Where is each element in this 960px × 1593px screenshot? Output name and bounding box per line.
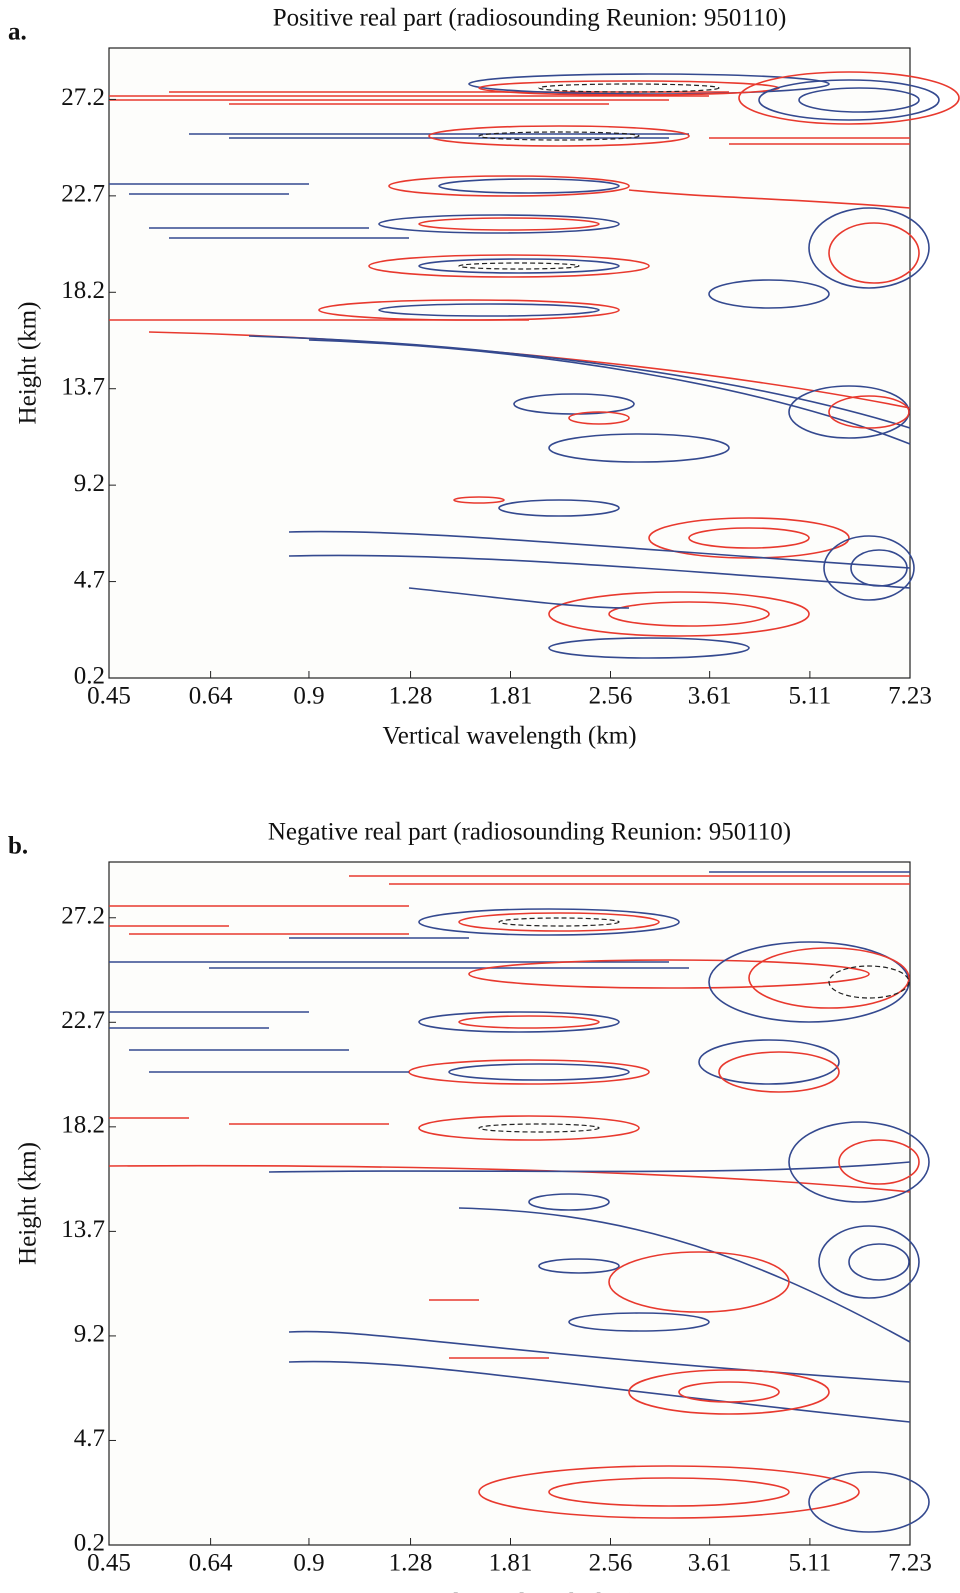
x-tick-label: 0.9: [293, 1550, 324, 1577]
chart-title: Negative real part (radiosounding Reunio…: [268, 819, 791, 846]
y-tick-label: 22.7: [61, 1007, 105, 1034]
x-tick-label: 2.56: [589, 1550, 633, 1577]
x-tick-label: 0.45: [87, 683, 131, 710]
x-tick-label: 0.64: [189, 1550, 233, 1577]
x-tick-label: 1.81: [489, 683, 533, 710]
x-tick-label: 3.61: [688, 1550, 732, 1577]
plot-area: [108, 47, 911, 679]
y-tick-label: 0.2: [74, 1530, 105, 1557]
x-tick-label: 7.23: [888, 683, 932, 710]
x-tick-label: 5.11: [788, 683, 831, 710]
x-tick-label: 1.81: [489, 1550, 533, 1577]
x-axis-label: Vertical wavelength (km): [382, 723, 636, 750]
y-tick-label: 27.2: [61, 902, 105, 929]
x-tick-label: 1.28: [389, 1550, 433, 1577]
x-tick-label: 2.56: [589, 683, 633, 710]
x-tick-label: 0.64: [189, 683, 233, 710]
x-tick-label: 1.28: [389, 683, 433, 710]
x-tick-label: 5.11: [788, 1550, 831, 1577]
contours: [109, 71, 960, 659]
y-tick-label: 9.2: [74, 1321, 105, 1348]
contours: [108, 871, 930, 1533]
chart-title: Positive real part (radiosounding Reunio…: [273, 5, 787, 32]
y-tick-label: 4.7: [74, 566, 105, 593]
y-tick-label: 22.7: [61, 181, 105, 208]
y-tick-label: 18.2: [61, 277, 105, 304]
x-tick-label: 0.9: [293, 683, 324, 710]
x-tick-label: 7.23: [888, 1550, 932, 1577]
y-tick-label: 13.7: [61, 373, 105, 400]
panel-label: b.: [8, 833, 28, 860]
y-tick-label: 9.2: [74, 470, 105, 497]
y-tick-label: 4.7: [74, 1425, 105, 1452]
y-tick-label: 0.2: [74, 663, 105, 690]
y-axis-label: Height (km): [15, 1142, 42, 1265]
y-tick-label: 18.2: [61, 1112, 105, 1139]
x-axis-label: Vertical wavelength (km): [382, 1590, 636, 1593]
plot-area: [108, 861, 911, 1546]
panel-label: a.: [8, 19, 27, 46]
y-tick-label: 27.2: [61, 84, 105, 111]
x-tick-label: 0.45: [87, 1550, 131, 1577]
y-tick-label: 13.7: [61, 1216, 105, 1243]
y-axis-label: Height (km): [15, 302, 42, 425]
x-tick-label: 3.61: [688, 683, 732, 710]
